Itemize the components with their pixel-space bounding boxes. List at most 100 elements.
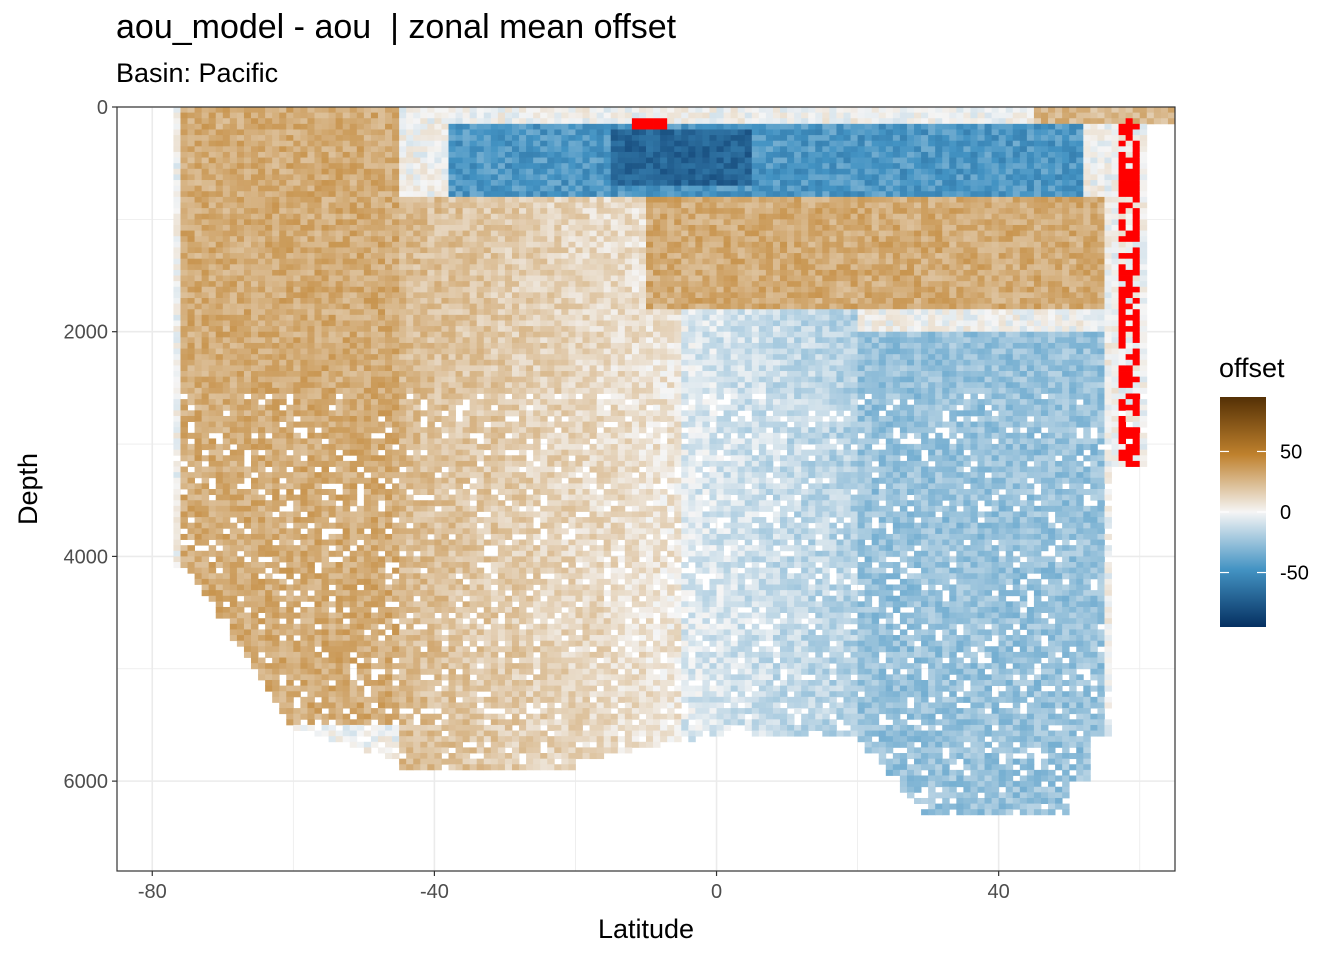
heatmap-cell — [363, 741, 372, 748]
heatmap-cell — [279, 522, 287, 529]
heatmap-cell — [413, 359, 421, 366]
heatmap-cell — [462, 236, 471, 243]
heatmap-cell — [413, 747, 421, 754]
heatmap-cell — [356, 562, 365, 569]
heatmap-cell — [321, 646, 329, 653]
heatmap-cell — [286, 612, 294, 619]
heatmap-cell — [236, 545, 245, 552]
heatmap-cell — [208, 421, 217, 428]
heatmap-cell — [420, 298, 428, 305]
heatmap-cell — [356, 118, 365, 125]
heatmap-cell — [476, 399, 485, 406]
heatmap-cell — [215, 612, 224, 619]
heatmap-cell — [328, 724, 337, 731]
heatmap-cell — [293, 646, 301, 653]
heatmap-cell — [194, 314, 203, 321]
heatmap-cell — [194, 387, 203, 394]
heatmap-cell — [497, 123, 506, 130]
heatmap-cell — [356, 573, 365, 580]
heatmap-cell — [208, 135, 217, 142]
heatmap-cell — [307, 292, 315, 299]
heatmap-cell — [321, 151, 329, 158]
heatmap-cell — [236, 337, 245, 344]
heatmap-cell — [342, 371, 351, 378]
heatmap-cell — [504, 298, 513, 305]
heatmap-cell — [328, 455, 337, 462]
heatmap-cell — [469, 415, 478, 422]
heatmap-cell — [406, 185, 414, 192]
heatmap-cell — [519, 174, 527, 181]
heatmap-cell — [483, 657, 492, 664]
heatmap-cell — [335, 208, 344, 215]
heatmap-cell — [279, 376, 287, 383]
heatmap-cell — [427, 668, 435, 675]
heatmap-cell — [342, 500, 351, 507]
heatmap-cell — [286, 685, 294, 692]
heatmap-cell — [286, 135, 294, 142]
heatmap-cell — [399, 309, 407, 316]
heatmap-cell — [469, 314, 478, 321]
heatmap-cell — [300, 342, 308, 349]
heatmap-cell — [420, 168, 428, 175]
heatmap-cell — [377, 533, 386, 540]
heatmap-cell — [279, 314, 287, 321]
heatmap-cell — [342, 376, 351, 383]
heatmap-cell — [229, 528, 238, 535]
heatmap-cell — [180, 331, 188, 338]
heatmap-cell — [222, 174, 231, 181]
heatmap-cell — [321, 292, 329, 299]
heatmap-cell — [490, 736, 499, 743]
heatmap-cell — [328, 292, 337, 299]
heatmap-cell — [180, 269, 188, 276]
heatmap-cell — [420, 584, 428, 591]
heatmap-cell — [356, 241, 365, 248]
heatmap-cell — [356, 359, 365, 366]
heatmap-cell — [307, 612, 315, 619]
heatmap-cell — [201, 359, 210, 366]
heatmap-cell — [420, 163, 428, 170]
heatmap-cell — [469, 730, 478, 737]
heatmap-cell — [483, 337, 492, 344]
heatmap-cell — [300, 713, 308, 720]
heatmap-cell — [243, 438, 252, 445]
heatmap-cell — [265, 449, 273, 456]
heatmap-cell — [490, 460, 499, 467]
heatmap-cell — [413, 438, 421, 445]
heatmap-cell — [314, 224, 322, 231]
heatmap-cell — [356, 185, 365, 192]
heatmap-cell — [413, 286, 421, 293]
heatmap-cell — [321, 517, 329, 524]
heatmap-cell — [476, 685, 485, 692]
heatmap-cell — [497, 674, 506, 681]
heatmap-cell — [293, 685, 301, 692]
heatmap-cell — [469, 494, 478, 501]
heatmap-cell — [385, 730, 393, 737]
heatmap-cell — [251, 354, 259, 361]
heatmap-cell — [335, 107, 344, 114]
heatmap-cell — [258, 219, 266, 226]
heatmap-cell — [307, 326, 315, 333]
heatmap-cell — [511, 747, 520, 754]
heatmap-cell — [342, 460, 351, 467]
heatmap-cell — [490, 747, 499, 754]
heatmap-cell — [229, 123, 238, 130]
heatmap-cell — [406, 168, 414, 175]
heatmap-cell — [377, 522, 386, 529]
heatmap-cell — [335, 219, 344, 226]
heatmap-cell — [321, 129, 329, 136]
heatmap-cell — [229, 286, 238, 293]
heatmap-cell — [173, 168, 181, 175]
heatmap-cell — [173, 533, 181, 540]
heatmap-cell — [187, 298, 195, 305]
heatmap-cell — [251, 399, 259, 406]
heatmap-cell — [201, 550, 210, 557]
heatmap-cell — [272, 348, 280, 355]
heatmap-cell — [434, 595, 442, 602]
heatmap-cell — [406, 651, 414, 658]
heatmap-cell — [342, 724, 351, 731]
heatmap-cell — [490, 382, 499, 389]
heatmap-cell — [272, 365, 280, 372]
heatmap-cell — [187, 337, 195, 344]
heatmap-cell — [504, 387, 513, 394]
heatmap-cell — [265, 348, 273, 355]
